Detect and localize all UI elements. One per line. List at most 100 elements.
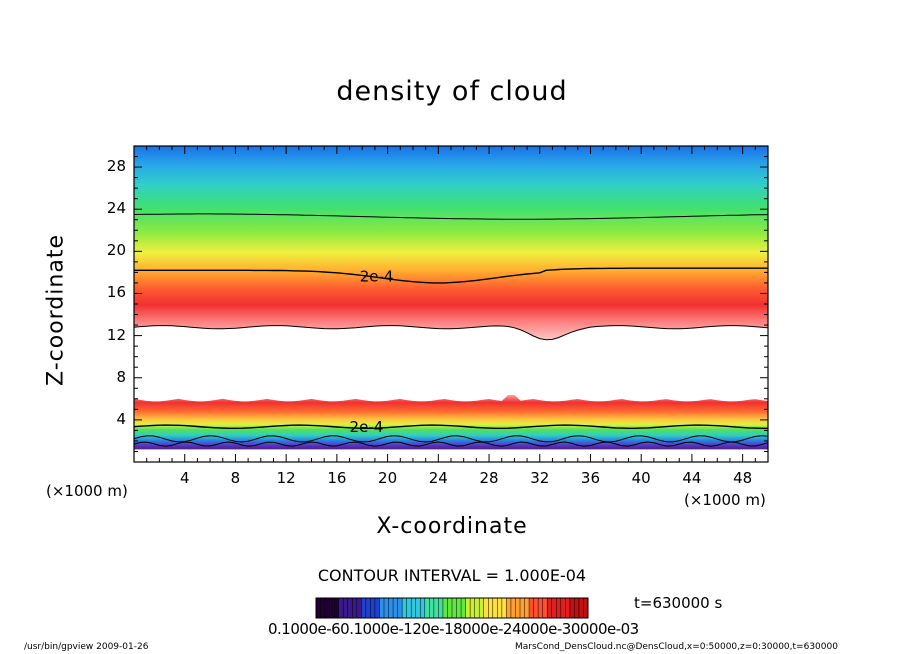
colorbar-cell (334, 598, 340, 618)
colorbar-cell (520, 598, 525, 618)
colorbar-cell (470, 598, 476, 618)
colorbar-cell (438, 598, 444, 618)
y-tick-label: 20 (106, 241, 126, 260)
x-tick-label: 44 (682, 469, 702, 487)
colorbar-cell (406, 598, 412, 618)
colorbar-cell (515, 598, 521, 618)
contour-line-lower-1 (134, 435, 768, 443)
colorbar-cell (374, 598, 380, 618)
colorbar-cell (547, 598, 553, 618)
x-tick-label: 8 (230, 469, 241, 487)
colorbar-cell (420, 598, 426, 618)
colorbar (315, 597, 589, 619)
colorbar-cell (474, 598, 480, 618)
colorbar-cell (338, 598, 344, 618)
contour-lines (134, 213, 768, 447)
colorbar-cell (497, 598, 503, 618)
colorbar-cell (329, 598, 335, 618)
x-tick-label: 40 (631, 469, 651, 487)
x-tick-label: 20 (378, 469, 398, 487)
colorbar-cell (379, 598, 385, 618)
x-tick-label: 28 (479, 469, 499, 487)
colorbar-cell (533, 598, 539, 618)
colorbar-cell (483, 598, 489, 618)
colorbar-cell (465, 598, 471, 618)
time-label: t=630000 s (634, 594, 723, 612)
colorbar-cell (365, 598, 371, 618)
colorbar-cell (510, 598, 516, 618)
footer-left: /usr/bin/gpview 2009-01-26 (24, 642, 149, 652)
colorbar-cell (424, 598, 430, 618)
x-tick-label: 32 (530, 469, 550, 487)
colorbar-cell (442, 598, 448, 618)
contour-line-upper-edge (134, 325, 768, 341)
colorbar-cell (402, 598, 408, 618)
colorbar-cell (488, 598, 494, 618)
contour-line-lower-2 (134, 441, 768, 447)
colorbar-cell (361, 598, 367, 618)
colorbar-cell (501, 598, 507, 618)
colorbar-cell (433, 598, 439, 618)
colorbar-cell (569, 598, 575, 618)
contour-label: 2e-4 (350, 418, 384, 436)
colorbar-cell (320, 598, 326, 618)
colorbar-cell (556, 598, 562, 618)
colorbar-cell (583, 598, 589, 618)
colorbar-cell (456, 598, 462, 618)
colorbar-cell (393, 598, 398, 618)
colorbar-cell (370, 598, 376, 618)
colorbar-cell (429, 598, 435, 618)
colorbar-cell (415, 598, 421, 618)
x-unit-label-right: (×1000 m) (684, 491, 766, 509)
x-tick-label: 4 (179, 469, 190, 487)
colorbar-cell (447, 598, 453, 618)
colorbar-cell (479, 598, 485, 618)
colorbar-cell (325, 598, 330, 618)
y-tick-label: 28 (106, 157, 126, 176)
contour-line-2e-4-upper (134, 267, 768, 284)
colorbar-frame (315, 597, 589, 619)
x-tick-label: 16 (327, 469, 347, 487)
colorbar-cell (388, 598, 394, 618)
contour-line-2e-4-lower (134, 424, 768, 429)
x-unit-label-left: (×1000 m) (46, 482, 128, 500)
colorbar-cell (529, 598, 534, 618)
colorbar-cell (397, 598, 403, 618)
x-tick-label: 24 (428, 469, 448, 487)
y-tick-label: 4 (116, 409, 126, 428)
contour-labels: 2e-4 2e-4 (350, 268, 394, 437)
x-tick-label: 12 (276, 469, 296, 487)
y-tick-label: 8 (116, 367, 126, 386)
colorbar-cell (452, 598, 457, 618)
upper-cloud-layer (134, 146, 768, 340)
colorbar-cell (560, 598, 566, 618)
colorbar-cell (411, 598, 417, 618)
colorbar-cell (542, 598, 548, 618)
y-tick-label: 16 (106, 283, 126, 302)
chart-title: density of cloud (336, 76, 568, 107)
colorbar-labels: 0.1000e-60.1000e-120e-18000e-24000e-3000… (268, 620, 639, 638)
x-axis-label: X-coordinate (376, 514, 528, 539)
colorbar-cell (356, 598, 362, 618)
colorbar-cell (492, 598, 498, 618)
contour-interval-text: CONTOUR INTERVAL = 1.000E-04 (317, 566, 587, 585)
contour-line-top (134, 213, 768, 220)
lower-cloud-layer (134, 395, 768, 450)
colorbar-cell (352, 598, 358, 618)
x-tick-label: 36 (580, 469, 601, 487)
footer-right: MarsCond_DensCloud.nc@DensCloud,x=0:5000… (515, 642, 838, 652)
colorbar-cell (347, 598, 353, 618)
colorbar-cell (461, 598, 466, 618)
colorbar-cell (316, 598, 321, 618)
colorbar-cell (506, 598, 512, 618)
contour-label: 2e-4 (360, 268, 394, 286)
axis-ticks (134, 146, 768, 462)
colorbar-cell (551, 598, 557, 618)
colorbar-cell (343, 598, 349, 618)
x-tick-label: 48 (733, 469, 753, 487)
colorbar-cell (524, 598, 530, 618)
colorbar-cell (578, 598, 584, 618)
colorbar-cell (574, 598, 580, 618)
y-tick-label: 24 (106, 199, 126, 218)
